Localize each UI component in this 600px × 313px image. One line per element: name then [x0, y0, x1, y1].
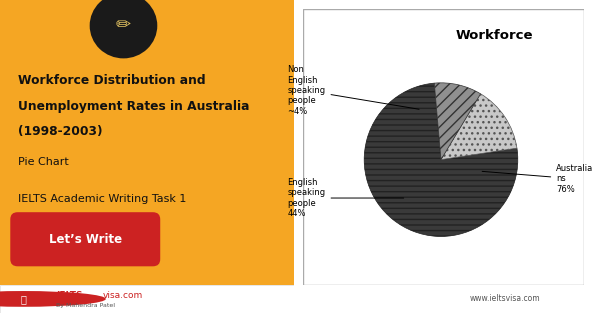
FancyBboxPatch shape: [0, 128, 74, 299]
Text: Non
English
speaking
people
~4%: Non English speaking people ~4%: [287, 65, 419, 116]
Text: By Mahendra Patel: By Mahendra Patel: [56, 304, 115, 308]
Text: English
speaking
people
44%: English speaking people 44%: [287, 178, 404, 218]
FancyBboxPatch shape: [303, 9, 584, 285]
FancyBboxPatch shape: [0, 285, 294, 313]
Text: IELTS Academic Writing Task 1: IELTS Academic Writing Task 1: [17, 194, 186, 204]
FancyBboxPatch shape: [0, 213, 162, 299]
Text: Workforce Distribution and: Workforce Distribution and: [17, 74, 205, 87]
Circle shape: [89, 0, 157, 59]
FancyBboxPatch shape: [0, 0, 338, 313]
FancyBboxPatch shape: [10, 212, 160, 266]
Text: Unemployment Rates in Australia: Unemployment Rates in Australia: [17, 100, 249, 113]
Text: IELTS: IELTS: [56, 291, 82, 300]
Wedge shape: [434, 83, 481, 160]
Wedge shape: [441, 94, 517, 160]
Text: Workforce: Workforce: [455, 29, 533, 42]
Circle shape: [0, 291, 106, 307]
Text: Australia
ns
76%: Australia ns 76%: [482, 164, 593, 194]
Text: Let’s Write: Let’s Write: [49, 233, 122, 246]
Text: (1998-2003): (1998-2003): [17, 125, 102, 138]
Text: ✏: ✏: [116, 17, 131, 35]
Text: visa.com: visa.com: [103, 291, 143, 300]
Text: Pie Chart: Pie Chart: [17, 157, 68, 167]
Wedge shape: [364, 83, 518, 236]
Text: 🦅: 🦅: [20, 294, 26, 304]
Text: www.ieltsvisa.com: www.ieltsvisa.com: [470, 295, 541, 303]
